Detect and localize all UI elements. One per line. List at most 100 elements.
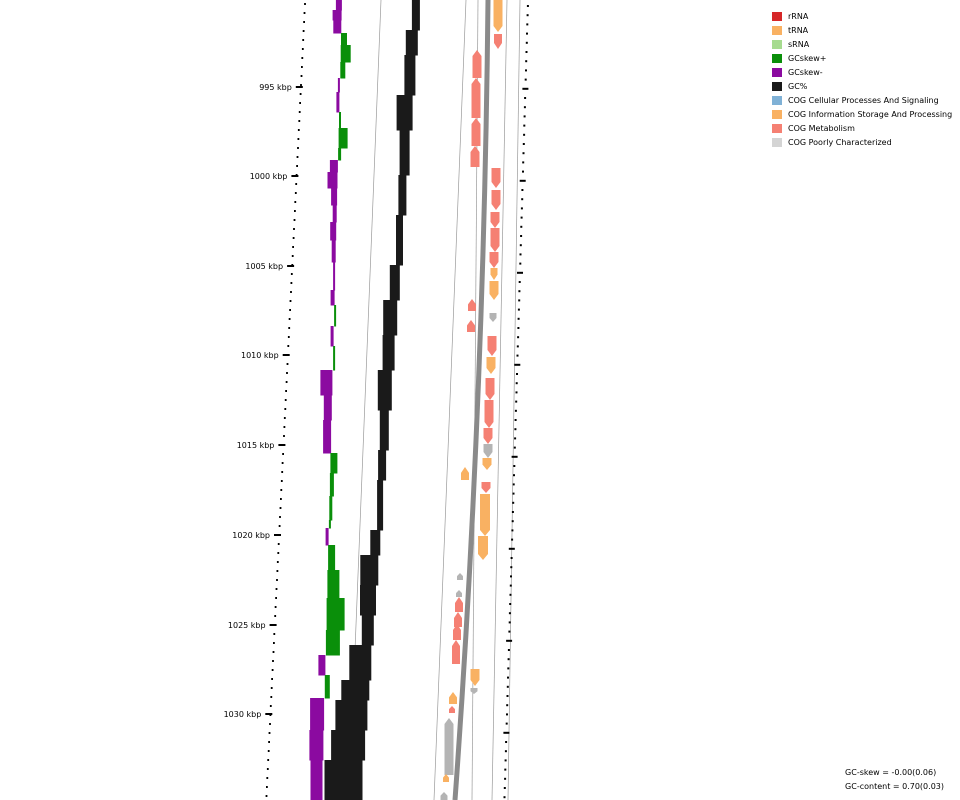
outer-ruler-dot (515, 391, 518, 394)
legend-swatch (772, 53, 782, 63)
ruler-dot (277, 552, 280, 554)
outer-ruler-dot (506, 695, 509, 697)
ruler-dot (280, 498, 282, 500)
ruler-dot (299, 102, 301, 104)
ruler-dot (271, 678, 273, 680)
gene-arrow (457, 573, 463, 580)
ruler-dot (286, 372, 288, 374)
gc-skew-track (309, 0, 351, 800)
outer-ruler-dot (517, 327, 520, 329)
ruler-dot (298, 111, 301, 113)
ruler-dot (273, 633, 276, 635)
outer-ruler-dot (522, 152, 525, 155)
outer-ruler-dot (518, 281, 521, 283)
outer-ruler-dot (511, 511, 514, 513)
gene-arrow (444, 718, 454, 775)
ruler-dot (268, 732, 271, 734)
gc-content-bar (398, 175, 407, 216)
gene-arrow (491, 168, 501, 188)
outer-ruler-dot (511, 455, 518, 458)
tick-label: 1000 kbp (250, 172, 288, 181)
ruler-dot (267, 759, 270, 761)
outer-ruler-dot (514, 428, 517, 431)
ruler-dot (272, 660, 274, 662)
gc-skew-bar (332, 10, 342, 21)
ruler-dot (288, 327, 291, 329)
backbone-line (452, 0, 491, 800)
ruler-dot (280, 489, 283, 491)
legend-swatch (772, 81, 782, 91)
outer-ruler-dot (506, 704, 509, 707)
gc-content-bar (341, 680, 370, 701)
legend-label: GCskew- (788, 67, 823, 77)
legend-item-gc-percent: GC% (772, 79, 952, 93)
outer-ruler-dot (525, 51, 528, 53)
ruler-dot (282, 453, 284, 455)
ruler-dot (289, 300, 292, 302)
outer-ruler-dot (504, 777, 507, 780)
gene-arrow (456, 590, 462, 597)
legend-item-gcskew-minus: GCskew- (772, 65, 952, 79)
gene-arrow (490, 228, 500, 252)
gc-skew-bar (328, 545, 336, 571)
gene-arrow (490, 212, 500, 228)
gene-arrow (470, 669, 480, 686)
legend-label: COG Poorly Characterized (788, 137, 892, 147)
legend-label: tRNA (788, 25, 809, 35)
ruler-dot (271, 669, 274, 671)
gc-skew-bar (329, 496, 333, 521)
gc-content-bar (377, 480, 384, 531)
tick-label: 1010 kbp (241, 351, 279, 360)
ruler-dot (294, 201, 297, 203)
outer-ruler-dot (524, 97, 527, 99)
outer-ruler-dot (520, 235, 523, 237)
ruler-dot (269, 705, 272, 707)
ruler-dot (281, 471, 284, 473)
gc-skew-bar (335, 0, 342, 11)
gene-features (440, 0, 503, 800)
ruler-dot (281, 462, 284, 464)
gc-content-bar (370, 530, 381, 556)
gc-skew-bar (318, 655, 326, 676)
ruler-dot (274, 606, 277, 608)
ruler-dot (270, 696, 273, 698)
gene-arrow (487, 336, 497, 356)
outer-ruler-dot (506, 685, 509, 688)
gene-arrow (483, 428, 493, 444)
gene-arrow (493, 0, 503, 32)
ruler-dot (284, 408, 287, 410)
gc-skew-bar (338, 128, 348, 149)
gene-arrow (471, 118, 481, 146)
gene-arrow (490, 268, 498, 280)
outer-ruler-dot (519, 179, 526, 182)
ruler-dot (283, 435, 285, 437)
major-tick (274, 534, 281, 536)
outer-ruler-dot (517, 308, 520, 311)
gene-arrow (489, 313, 497, 322)
outer-ruler-dot (524, 78, 527, 81)
outer-ruler-dot (510, 566, 513, 569)
outer-ruler-dot (519, 253, 522, 256)
ruler-dot (279, 516, 281, 518)
outer-ruler-dot (512, 483, 515, 486)
ruler-dot (265, 795, 268, 797)
outer-ruler-dot (525, 41, 528, 44)
tick-label: 1005 kbp (245, 262, 283, 271)
legend-swatch (772, 137, 782, 147)
stats-box: GC-skew = -0.00(0.06) GC-content = 0.70(… (845, 766, 944, 794)
ruler-dot (297, 147, 299, 149)
ruler-dot (275, 597, 277, 599)
gc-skew-bar (337, 78, 340, 93)
outer-ruler-dot (517, 271, 523, 274)
gc-skew-bar (336, 92, 340, 113)
outer-ruler-dot (513, 446, 516, 449)
ruler-dot (304, 3, 306, 5)
gene-arrow (452, 640, 460, 664)
legend-swatch (772, 67, 782, 77)
outer-ruler-dot (510, 575, 512, 578)
outer-ruler-dot (521, 198, 524, 201)
outer-ruler-dot (511, 520, 514, 523)
gene-arrow (470, 688, 478, 694)
gc-skew-bar (309, 730, 324, 761)
